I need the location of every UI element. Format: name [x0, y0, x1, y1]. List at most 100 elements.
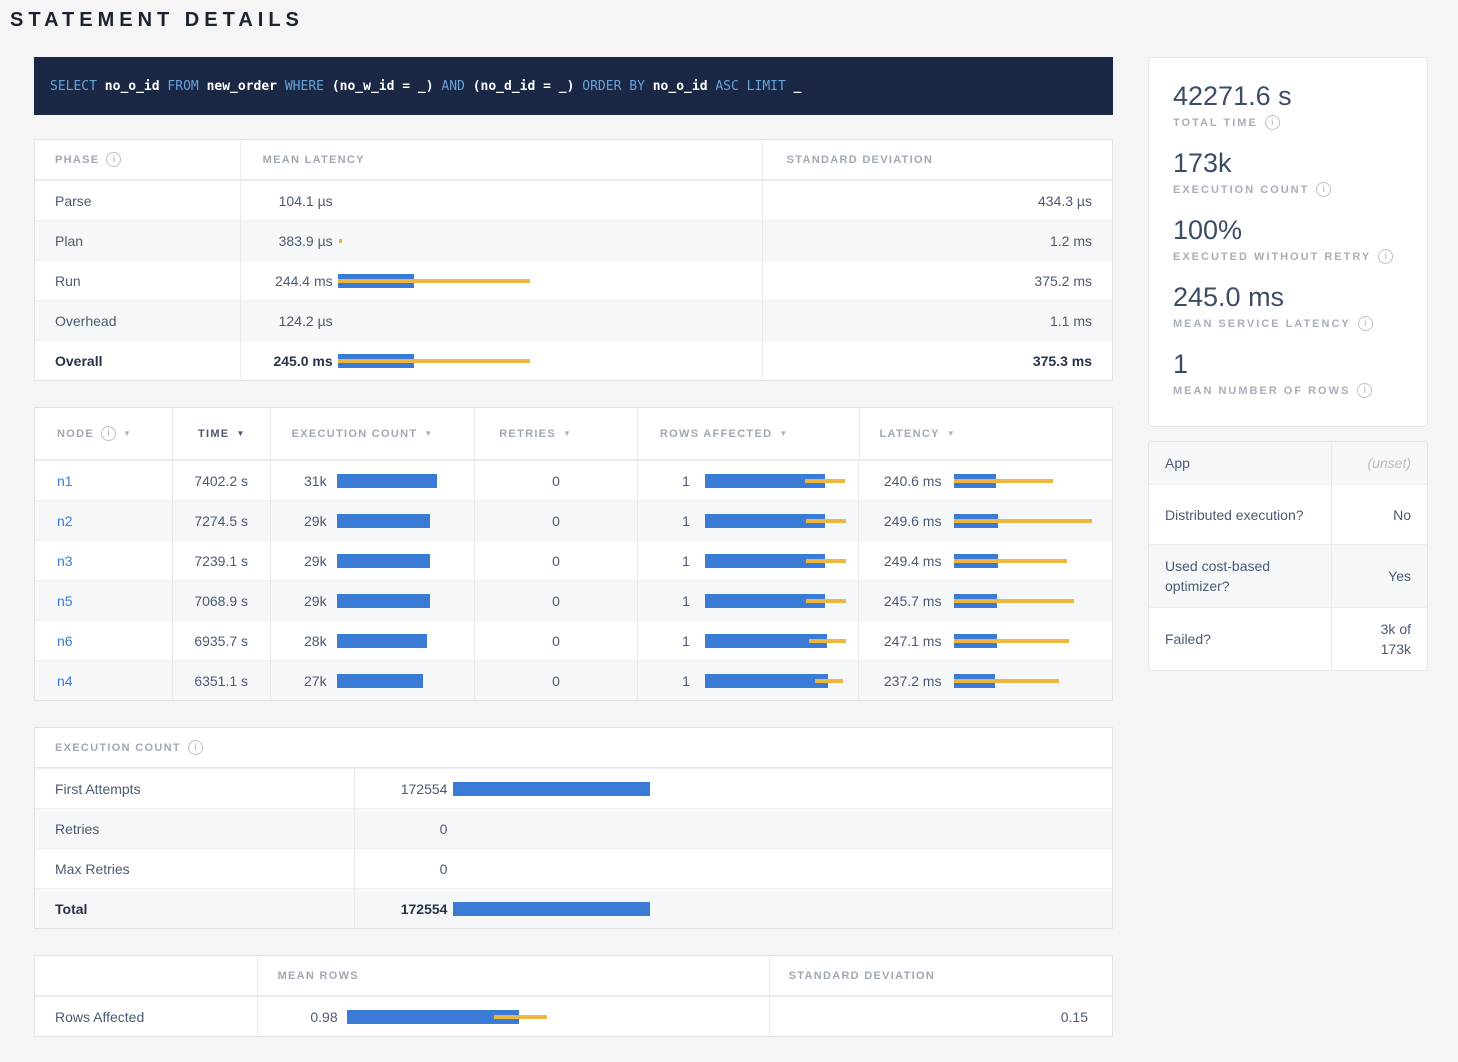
main-column: SELECT no_o_id FROM new_order WHERE (no_…: [34, 57, 1113, 1037]
latency-column-header[interactable]: LATENCY ▼: [860, 408, 1113, 459]
latency-bar: [954, 554, 1067, 568]
std-dev-value: 375.3 ms: [1033, 353, 1092, 369]
execution-count-label: First Attempts: [55, 781, 141, 797]
latency-bar: [954, 634, 1069, 648]
node-link[interactable]: n5: [57, 593, 73, 609]
phase-table-header: PHASE i MEAN LATENCY STANDARD DEVIATION: [35, 140, 1112, 180]
sql-token: WHERE: [285, 79, 324, 94]
execution-count-row: Max Retries 0: [35, 848, 1112, 888]
info-icon[interactable]: i: [1378, 249, 1393, 264]
node-rows-affected: 1: [638, 673, 690, 689]
summary-stats-card: 42271.6 s TOTAL TIMEi 173k EXECUTION COU…: [1148, 57, 1428, 427]
execution-count-bar: [337, 474, 437, 488]
info-icon[interactable]: i: [1357, 383, 1372, 398]
sql-token: new_order: [207, 79, 277, 94]
node-row: n3 7239.1 s 29k 0 1 249.4 ms: [35, 540, 1112, 580]
distributed-execution-row: Distributed execution? No: [1149, 484, 1427, 544]
sql-token: (no_w_id = _): [332, 79, 434, 94]
phase-label: Run: [55, 273, 81, 289]
phase-row-overhead: Overhead 124.2 µs 1.1 ms: [35, 300, 1112, 340]
rows-affected-bar: [705, 634, 846, 648]
node-link[interactable]: n4: [57, 673, 73, 689]
rows-affected-row: Rows Affected 0.98 0.15: [35, 996, 1112, 1036]
sql-token: (no_d_id = _): [473, 79, 575, 94]
execution-count-column-header[interactable]: EXECUTION COUNT ▼: [271, 408, 476, 459]
sql-token: ORDER BY: [582, 79, 645, 94]
sort-desc-icon: ▼: [947, 429, 955, 438]
execution-count-header-label: EXECUTION COUNT: [292, 428, 418, 440]
node-latency: 249.4 ms: [859, 553, 941, 569]
mean-latency-value: 104.1 µs: [241, 193, 333, 209]
node-rows-affected: 1: [638, 593, 690, 609]
rows-affected-label: Rows Affected: [55, 1009, 144, 1025]
sql-token: FROM: [167, 79, 198, 94]
execution-count-label: Retries: [55, 821, 99, 837]
execution-count-bar: [453, 782, 650, 796]
std-dev-value: 1.1 ms: [1050, 313, 1092, 329]
failed-row: Failed? 3k of 173k: [1149, 607, 1427, 670]
info-icon[interactable]: i: [188, 740, 203, 755]
retries-column-header[interactable]: RETRIES ▼: [475, 408, 638, 459]
info-icon[interactable]: i: [101, 426, 116, 441]
info-icon[interactable]: i: [1265, 115, 1280, 130]
sort-desc-icon: ▼: [424, 429, 432, 438]
execution-count-bar: [337, 554, 430, 568]
node-table: NODE i ▼ TIME ▼ EXECUTION COUNT ▼ RETRIE…: [34, 407, 1113, 701]
node-column-header[interactable]: NODE i ▼: [35, 408, 173, 459]
node-retries: 0: [552, 593, 560, 609]
stat-mean-number-of-rows: 1 MEAN NUMBER OF ROWSi: [1173, 348, 1403, 398]
phase-label: Overhead: [55, 313, 116, 329]
node-exec-count: 29k: [271, 513, 327, 529]
node-link[interactable]: n1: [57, 473, 73, 489]
time-column-header[interactable]: TIME ▼: [173, 408, 271, 459]
sidebar: 42271.6 s TOTAL TIMEi 173k EXECUTION COU…: [1148, 57, 1428, 671]
sql-token: ASC: [715, 79, 738, 94]
execution-count-value: 172554: [355, 901, 447, 917]
execution-count-row-total: Total 172554: [35, 888, 1112, 928]
node-link[interactable]: n2: [57, 513, 73, 529]
stat-label: MEAN NUMBER OF ROWS: [1173, 385, 1350, 397]
stat-executed-without-retry: 100% EXECUTED WITHOUT RETRYi: [1173, 214, 1403, 264]
execution-count-bar: [453, 902, 650, 916]
info-icon[interactable]: i: [1358, 316, 1373, 331]
node-exec-count: 27k: [271, 673, 327, 689]
execution-count-bar: [337, 594, 430, 608]
node-row: n2 7274.5 s 29k 0 1 249.6 ms: [35, 500, 1112, 540]
node-header-label: NODE: [57, 428, 94, 440]
execution-count-row: Retries 0: [35, 808, 1112, 848]
node-time: 7274.5 s: [194, 513, 248, 529]
node-link[interactable]: n3: [57, 553, 73, 569]
node-time: 6935.7 s: [194, 633, 248, 649]
node-retries: 0: [552, 473, 560, 489]
mean-latency-value: 244.4 ms: [241, 273, 333, 289]
mean-latency-column-header: MEAN LATENCY: [241, 140, 763, 179]
node-exec-count: 29k: [271, 553, 327, 569]
stat-execution-count: 173k EXECUTION COUNTi: [1173, 147, 1403, 197]
app-row-value: 3k of 173k: [1331, 608, 1427, 670]
execution-count-value: 0: [355, 821, 447, 837]
rows-affected-column-header[interactable]: ROWS AFFECTED ▼: [638, 408, 860, 459]
node-exec-count: 31k: [271, 473, 327, 489]
std-dev-column-header: STANDARD DEVIATION: [770, 956, 1112, 995]
info-icon[interactable]: i: [1316, 182, 1331, 197]
std-dev-column-header: STANDARD DEVIATION: [763, 140, 1112, 179]
phase-label: Parse: [55, 193, 92, 209]
stat-value: 245.0 ms: [1173, 281, 1403, 313]
rows-affected-bar: [705, 474, 845, 488]
sql-statement-box: SELECT no_o_id FROM new_order WHERE (no_…: [34, 57, 1113, 115]
latency-header-label: LATENCY: [880, 428, 940, 440]
node-latency: 237.2 ms: [859, 673, 941, 689]
sql-token: LIMIT: [747, 79, 786, 94]
info-icon[interactable]: i: [106, 152, 121, 167]
phase-row-plan: Plan 383.9 µs 1.2 ms: [35, 220, 1112, 260]
rows-affected-bar: [705, 514, 846, 528]
execution-count-title: EXECUTION COUNT i: [35, 728, 1112, 767]
cost-based-optimizer-row: Used cost-based optimizer? Yes: [1149, 544, 1427, 607]
latency-bar: [338, 234, 342, 248]
node-row: n5 7068.9 s 29k 0 1 245.7 ms: [35, 580, 1112, 620]
node-exec-count: 28k: [271, 633, 327, 649]
node-link[interactable]: n6: [57, 633, 73, 649]
rows-affected-bar: [705, 674, 843, 688]
node-table-header: NODE i ▼ TIME ▼ EXECUTION COUNT ▼ RETRIE…: [35, 408, 1112, 460]
phase-row-run: Run 244.4 ms 375.2 ms: [35, 260, 1112, 300]
